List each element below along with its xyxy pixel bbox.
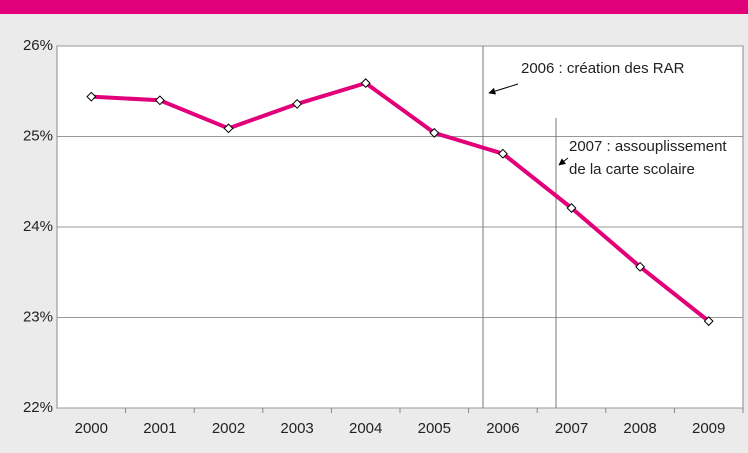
- point-marker: [429, 127, 440, 138]
- x-tick-label: 2003: [280, 420, 313, 437]
- point-marker: [86, 91, 97, 102]
- point-marker: [703, 316, 714, 327]
- point-marker: [635, 261, 646, 272]
- x-tick-label: 2002: [212, 420, 245, 437]
- point-marker: [566, 203, 577, 213]
- y-tick-label: 23%: [23, 308, 53, 325]
- y-tick-label: 26%: [23, 37, 53, 54]
- arrow: [558, 157, 569, 166]
- x-tick-label: 2008: [623, 420, 656, 437]
- series-line: [91, 81, 710, 323]
- x-tick-label: 2009: [692, 420, 725, 437]
- annotation: 2006 : création des RAR: [521, 60, 685, 77]
- arrow: [488, 83, 519, 95]
- x-tick-label: 2006: [486, 420, 519, 437]
- x-tick-label: 2000: [75, 420, 108, 437]
- annotation: 2007 : assouplissement: [569, 138, 727, 155]
- point-marker: [360, 78, 371, 89]
- annotation: de la carte scolaire: [569, 161, 695, 178]
- point-marker: [292, 98, 303, 109]
- y-tick-label: 24%: [23, 218, 53, 235]
- point-marker: [497, 148, 508, 159]
- point-marker: [154, 95, 165, 106]
- x-tick-label: 2007: [555, 420, 588, 437]
- header-bar: [0, 0, 748, 14]
- x-tick-label: 2004: [349, 420, 382, 437]
- point-marker: [223, 123, 234, 134]
- y-tick-label: 22%: [23, 399, 53, 416]
- y-tick-label: 25%: [23, 127, 53, 144]
- x-tick-label: 2001: [143, 420, 176, 437]
- x-tick-label: 2005: [418, 420, 451, 437]
